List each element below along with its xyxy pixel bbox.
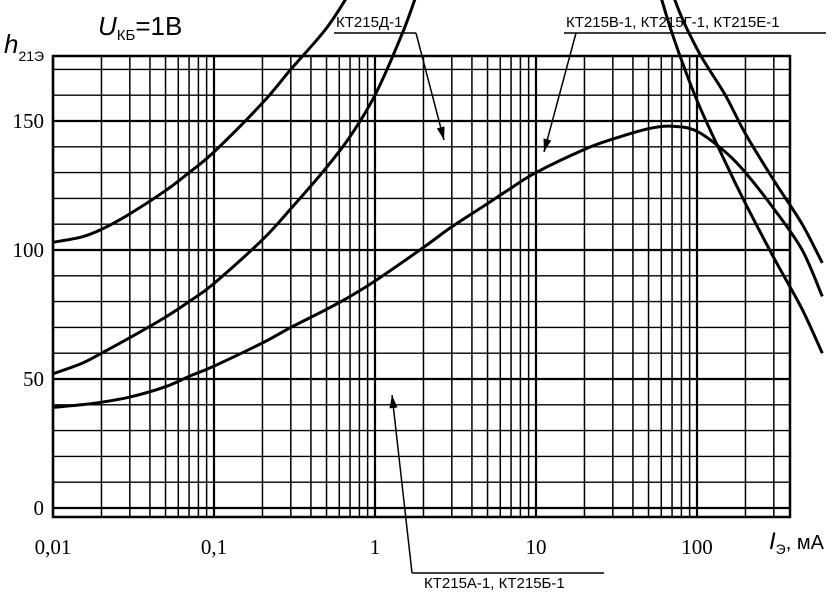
leader-arrow-d-head xyxy=(436,126,445,140)
leaders xyxy=(389,32,577,574)
series-label-d: КТ215Д-1 xyxy=(336,14,402,31)
leader-arrow-ab-head xyxy=(389,395,398,409)
leader-arrow-vge-line xyxy=(543,32,577,153)
x-tick-label: 0,1 xyxy=(201,535,227,559)
y-tick-label: 100 xyxy=(13,238,45,262)
y-tick-label: 200 xyxy=(13,0,45,4)
series-label-ab: КТ215А-1, КТ215Б-1 xyxy=(424,575,565,592)
y-axis-label: h21Э xyxy=(4,29,44,64)
leader-arrow-vge-head xyxy=(543,138,552,152)
series-line-1 xyxy=(52,0,824,376)
x-axis-label: IЭ, мА xyxy=(769,528,825,557)
x-tick-label: 10 xyxy=(526,535,547,559)
y-tick-label: 50 xyxy=(23,367,44,391)
grid-minor xyxy=(53,56,790,517)
leader-arrow-d-line xyxy=(415,32,445,141)
y-tick-label: 0 xyxy=(34,496,45,520)
y-tick-label: 150 xyxy=(13,109,45,133)
x-tick-label: 1 xyxy=(370,535,381,559)
series-label-vge: КТ215В-1, КТ215Г-1, КТ215Е-1 xyxy=(566,14,780,31)
condition-label: UКБ=1В xyxy=(98,11,182,44)
leader-arrow-ab-line xyxy=(391,394,413,574)
series-line-0 xyxy=(52,0,824,264)
series-line-2 xyxy=(52,124,824,409)
curves xyxy=(52,0,824,409)
x-tick-label: 0,01 xyxy=(35,535,72,559)
x-tick-label: 100 xyxy=(681,535,713,559)
